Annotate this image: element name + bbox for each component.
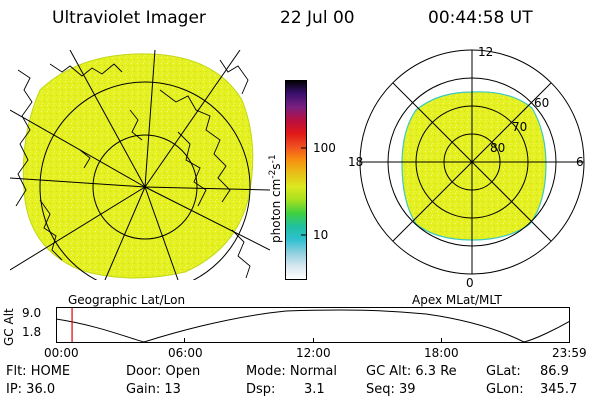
time-label: 00:44:58 UT [428,8,533,28]
glon-label: GLon: [486,382,524,397]
geographic-panel-label: Geographic Lat/Lon [68,293,186,307]
colorbar-tick-100: 100 [313,141,336,155]
x-tick-label: 18:00 [424,346,459,360]
intensity-colorbar [285,80,307,280]
geo-lat-circle-inner [92,134,198,240]
mlt-label-18: 18 [348,155,364,169]
geo-lat-circle-outer [39,81,251,280]
altitude-max-label: 9.0 [22,306,42,320]
instrument-title: Ultraviolet Imager [52,8,206,28]
geo-meridian [144,186,270,251]
mlt-label-6: 6 [576,155,584,169]
x-tick-label: 23:59 [552,346,587,360]
ip-info: IP: 36.0 [6,382,56,397]
colorbar-tick-10: 10 [313,228,329,242]
flight-mode-info: Flt: HOME [6,364,71,379]
x-tick-label: 06:00 [168,346,203,360]
mlt-label-12: 12 [478,45,494,59]
apex-panel-label: Apex MLat/MLT [412,293,502,307]
gain-info: Gain: 13 [126,382,181,397]
date-label: 22 Jul 00 [280,8,355,28]
mlat-label-60: 60 [534,96,550,110]
mlt-line-diag [392,82,552,242]
geo-meridian [144,186,270,191]
altitude-curve [56,309,570,343]
door-info: Door: Open [126,364,201,379]
mode-info: Mode: Normal [246,364,337,379]
altitude-plot [56,307,570,343]
mlt-label-0: 0 [466,276,474,290]
gc-alt-info: GC Alt: 6.3 Re [366,364,457,379]
mlat-label-70: 70 [512,120,528,134]
dsp-label: Dsp: [246,382,276,397]
geo-meridian [10,109,146,188]
glon-value: 345.7 [540,382,578,397]
mlat-label-80: 80 [490,141,506,155]
geo-meridian [10,186,146,271]
dsp-value: 3.1 [304,382,325,397]
geo-emission-region [22,53,254,279]
geo-meridian [10,177,146,188]
geo-meridian [144,186,179,280]
geo-meridian [144,50,156,188]
glat-label: GLat: [486,364,521,379]
geo-meridian [144,50,241,188]
x-tick-label: 00:00 [44,346,79,360]
altitude-axis-label: GC Alt [2,308,16,346]
geo-meridian [104,186,146,280]
polar-mlt-plot [359,49,585,275]
seq-info: Seq: 39 [366,382,416,397]
x-tick-label: 12:00 [296,346,331,360]
coastline-outlines [15,59,251,279]
geographic-map [10,50,270,280]
glat-value: 86.9 [540,364,569,379]
altitude-min-label: 1.8 [22,325,42,339]
geo-meridian [69,50,146,188]
colorbar-unit-label: photon cm-2s-1 [268,154,283,243]
